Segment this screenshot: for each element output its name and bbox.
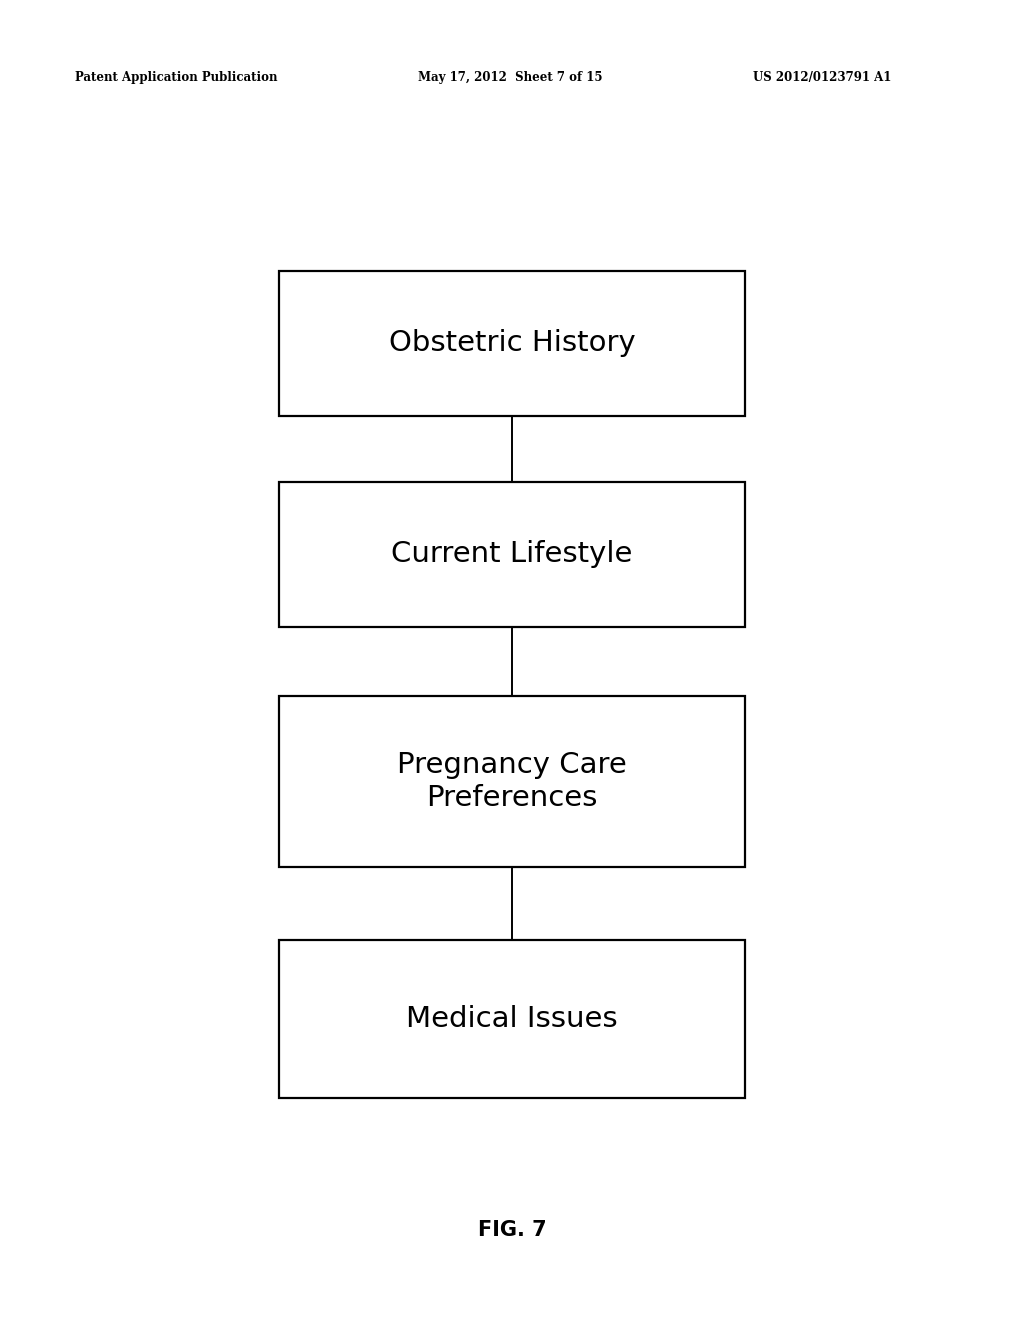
Text: Patent Application Publication: Patent Application Publication [75, 71, 278, 84]
Bar [279, 271, 745, 416]
Text: Current Lifestyle: Current Lifestyle [391, 540, 633, 569]
Text: May 17, 2012  Sheet 7 of 15: May 17, 2012 Sheet 7 of 15 [418, 71, 602, 84]
Text: FIG. 7: FIG. 7 [477, 1220, 547, 1241]
Text: Obstetric History: Obstetric History [389, 329, 635, 358]
Bar [279, 940, 745, 1098]
Bar [279, 482, 745, 627]
Text: US 2012/0123791 A1: US 2012/0123791 A1 [753, 71, 891, 84]
Bar [279, 696, 745, 867]
Text: Pregnancy Care
Preferences: Pregnancy Care Preferences [397, 751, 627, 812]
Text: Medical Issues: Medical Issues [407, 1005, 617, 1034]
